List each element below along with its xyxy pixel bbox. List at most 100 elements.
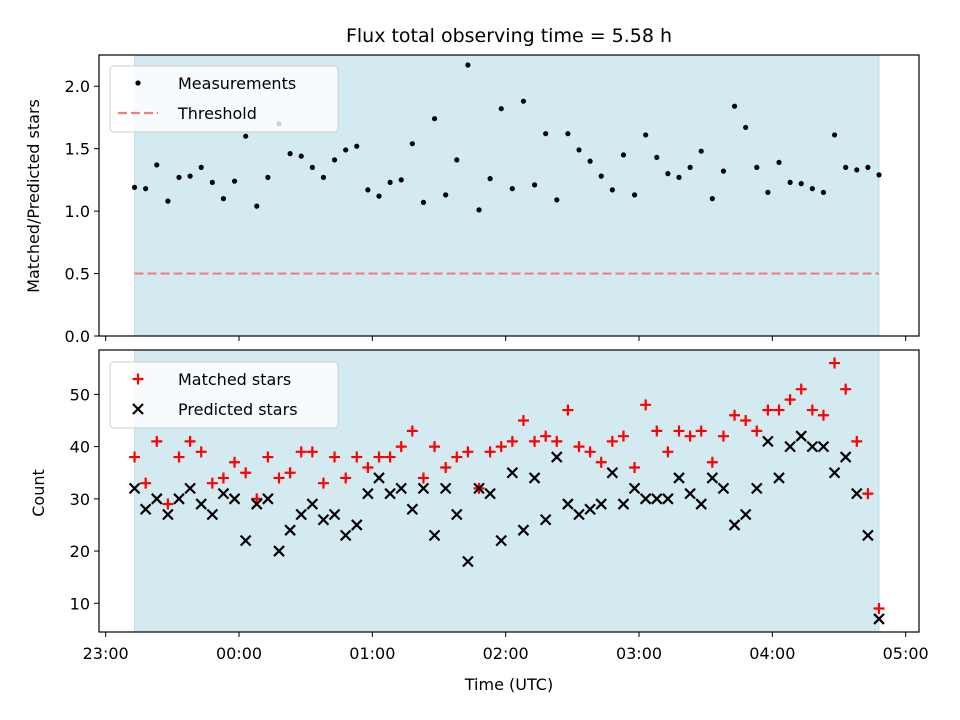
x-tick-label: 00:00 (216, 644, 262, 663)
matched-stars-point (429, 441, 441, 453)
predicted-stars-point (406, 503, 419, 516)
predicted-stars-point (784, 440, 796, 453)
predicted-stars-point (284, 524, 296, 536)
y-tick-label: 1.5 (65, 140, 90, 159)
predicted-stars-point (762, 435, 774, 448)
y-tick-label: 0.0 (65, 327, 90, 346)
matched-stars-point (195, 446, 207, 458)
matched-stars-point (295, 446, 307, 458)
measurements-point (287, 151, 293, 157)
matched-stars-point (706, 456, 718, 468)
matched-stars-point (340, 472, 352, 484)
matched-stars-point (351, 451, 363, 463)
matched-stars-point (751, 425, 763, 437)
measurements-point (431, 116, 438, 122)
x-tick-label: 02:00 (483, 644, 529, 663)
measurements-point (509, 186, 515, 192)
predicted-stars-point (539, 513, 552, 526)
matched-stars-point (229, 456, 241, 468)
predicted-stars-point (362, 487, 374, 500)
legend-marker-swatch (132, 373, 144, 385)
predicted-stars-point (528, 472, 541, 484)
measurements-point (843, 164, 849, 170)
matched-stars-point (462, 446, 474, 458)
measurements-point (343, 147, 349, 153)
y-tick-label: 40 (70, 438, 90, 457)
measurements-point (365, 187, 371, 193)
matched-stars-point (240, 467, 252, 479)
axes-frame (98, 54, 920, 337)
measurements-point (865, 164, 871, 170)
predicted-stars-point (239, 534, 252, 547)
predicted-stars-point (295, 508, 307, 521)
matched-stars-point (617, 430, 629, 442)
predicted-stars-point (473, 482, 485, 495)
legend-marker-swatch (135, 80, 141, 86)
matched-stars-point (317, 477, 329, 489)
matched-stars-point (495, 441, 507, 453)
matched-stars-point (873, 603, 885, 614)
predicted-stars-point (306, 498, 319, 510)
legend-label: Matched stars (178, 370, 291, 389)
predicted-stars-point (328, 508, 341, 521)
measurements-point (776, 159, 782, 166)
chart-title: Flux total observing time = 5.58 h (346, 25, 672, 47)
predicted-stars-point (851, 487, 863, 500)
matched-stars-point (417, 472, 429, 484)
measurements-point (320, 174, 327, 180)
predicted-stars-point (673, 472, 685, 484)
predicted-stars-point (439, 482, 452, 495)
predicted-stars-point (684, 487, 696, 500)
measurements-point (265, 174, 271, 180)
predicted-stars-point (351, 519, 363, 531)
predicted-stars-point (573, 508, 585, 521)
ratio-panel: Matched/Predicted stars 0.0 0.5 1.0 1.5 2.0 M… (24, 54, 920, 346)
matched-stars-point (717, 430, 729, 442)
legend-label: Threshold (177, 104, 257, 123)
predicted-stars-point (506, 466, 519, 479)
x-tick-label: 23:00 (83, 644, 129, 663)
matched-stars-point (373, 451, 385, 463)
matched-stars-point (595, 456, 607, 468)
matched-stars-point (606, 435, 618, 447)
matched-stars-point (829, 357, 841, 369)
predicted-stars-point (251, 498, 263, 510)
measurements-point (698, 148, 704, 154)
measurements-point (598, 173, 604, 179)
predicted-stars-point (695, 498, 707, 510)
y-tick-label: 0.5 (65, 265, 90, 284)
measurements-point (631, 192, 638, 198)
matched-stars-point (206, 477, 218, 489)
predicted-stars-point (739, 508, 752, 521)
predicted-stars-point (162, 508, 174, 521)
measurements-point (720, 168, 727, 174)
ratio-y-axis-label: Matched/Predicted stars (24, 99, 43, 293)
predicted-stars-point (273, 545, 285, 557)
predicted-stars-point (839, 451, 852, 463)
x-tick-label: 04:00 (749, 644, 795, 663)
measurements-point (798, 181, 804, 187)
count-panel: Count Time (UTC) 10 20 30 40 50 23:00 00:00 01:… (29, 349, 929, 694)
legend-box (109, 65, 339, 133)
matched-stars-point (129, 451, 141, 463)
matched-stars-point (784, 394, 796, 406)
matched-stars-point (484, 446, 496, 458)
matched-stars-point (284, 467, 296, 479)
matched-stars-point (651, 425, 663, 437)
measurements-point (187, 173, 193, 179)
axes-frame (98, 349, 920, 633)
predicted-stars-point (639, 493, 652, 505)
measurements-point (565, 131, 571, 137)
predicted-stars-point (517, 524, 530, 536)
matched-stars-point (529, 435, 541, 447)
measurements-point (465, 62, 471, 68)
y-tick-label: 50 (70, 385, 90, 404)
predicted-stars-point (828, 466, 841, 479)
predicted-stars-point (495, 534, 507, 547)
measurements-point (454, 157, 460, 163)
measurements-point (131, 184, 138, 190)
predicted-stars-point (206, 508, 219, 521)
matched-stars-point (551, 435, 563, 447)
measurements-point (620, 152, 627, 158)
